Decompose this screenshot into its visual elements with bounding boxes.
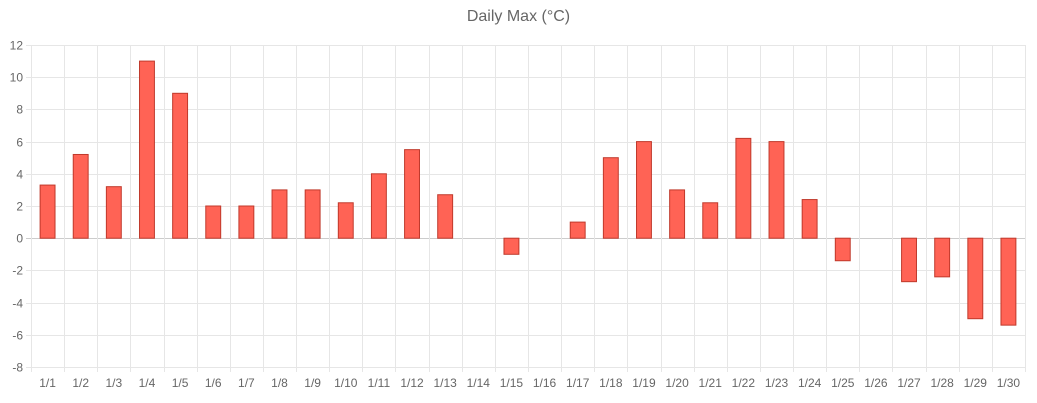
x-tick-label: 1/8 [271,376,288,390]
x-tick-label: 1/1 [39,376,56,390]
bar-1-8 [271,189,288,239]
x-tick-label: 1/11 [368,376,391,390]
bar-1-29 [967,237,984,320]
bar-1-30 [1000,237,1017,326]
x-tick-label: 1/19 [632,376,656,390]
y-tick-label: 12 [10,39,24,53]
x-axis-ticks: 1/1 1/2 1/3 1/4 1/5 1/6 1/7 1/8 1/9 1/10 1/11 1/12 1… [39,376,1020,390]
x-tick-label: 1/7 [238,376,255,390]
bar-1-1 [39,184,56,239]
y-tick-label: 2 [16,200,23,214]
x-tick-label: 1/27 [897,376,921,390]
bar-1-13 [437,194,454,239]
bar-1-22 [735,137,752,239]
x-tick-label: 1/29 [964,376,988,390]
x-tick-label: 1/5 [172,376,189,390]
bar-1-17 [569,221,586,239]
bar-1-18 [602,157,619,239]
x-tick-label: 1/18 [599,376,623,390]
y-tick-label: -2 [12,264,23,278]
x-tick-label: 1/15 [500,376,524,390]
y-tick-label: 8 [16,103,23,117]
y-tick-label: -4 [12,297,23,311]
x-tick-label: 1/2 [72,376,89,390]
y-axis-ticks: -8 -6 -4 -2 0 2 4 6 8 10 12 [10,39,24,375]
bar-1-4 [139,60,155,239]
x-tick-label: 1/21 [699,376,723,390]
x-tick-label: 1/20 [665,376,689,390]
x-tick-label: 1/14 [467,376,491,390]
bar-1-6 [205,205,222,239]
x-tick-label: 1/17 [566,376,590,390]
bar-1-28 [934,237,951,278]
x-tick-label: 1/9 [304,376,321,390]
bar-1-10 [337,202,354,239]
x-tick-label: 1/10 [334,376,358,390]
bar-1-9 [304,189,321,239]
y-tick-label: -6 [12,329,23,343]
bar-1-15 [503,237,520,255]
bar-1-25 [834,237,851,262]
bar-1-2 [72,153,89,239]
x-tick-label: 1/25 [831,376,855,390]
x-tick-label: 1/4 [139,376,156,390]
x-tick-label: 1/28 [930,376,954,390]
y-tick-label: 6 [16,136,23,150]
bar-1-11 [370,173,387,239]
y-tick-label: -8 [12,361,23,375]
x-tick-label: 1/13 [433,376,457,390]
bar-1-24 [801,199,818,239]
chart-title: Daily Max (°C) [466,8,571,25]
bar-1-21 [702,202,719,239]
x-tick-label: 1/23 [765,376,789,390]
y-tick-label: 4 [16,168,23,182]
x-tick-label: 1/30 [997,376,1021,390]
bar-1-20 [669,189,686,239]
y-tick-label: 0 [16,232,23,246]
bars [39,60,1017,326]
bar-1-19 [636,141,652,239]
x-tick-label: 1/24 [798,376,822,390]
bar-1-3 [105,186,122,239]
x-tick-label: 1/3 [105,376,122,390]
x-tick-label: 1/12 [400,376,424,390]
bar-1-27 [901,237,917,283]
x-tick-label: 1/16 [533,376,557,390]
bar-1-5 [172,92,189,239]
x-tick-label: 1/26 [864,376,888,390]
grid-lines [26,45,1026,372]
x-tick-label: 1/22 [732,376,756,390]
x-tick-label: 1/6 [205,376,222,390]
y-tick-label: 10 [10,71,24,85]
bar-1-23 [768,141,785,239]
bar-1-7 [238,205,255,239]
bar-1-12 [404,149,420,239]
